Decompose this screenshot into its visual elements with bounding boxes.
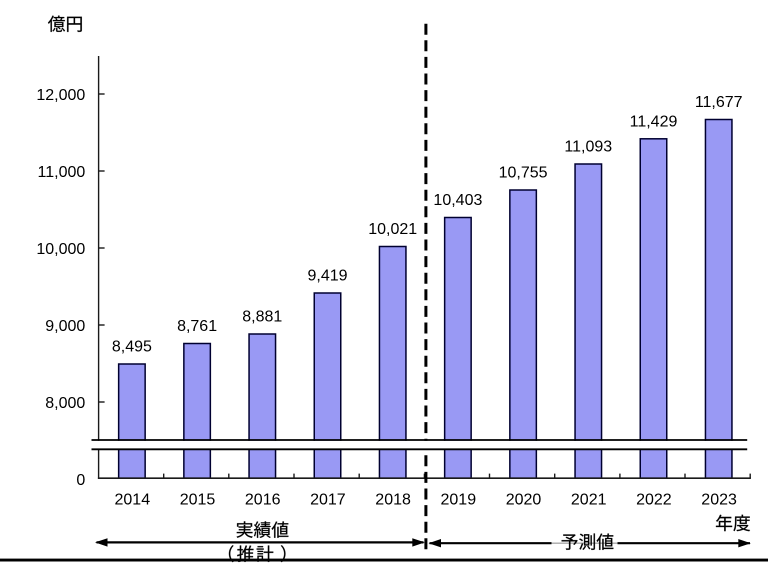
svg-text:2023: 2023 bbox=[701, 492, 737, 509]
svg-text:10,755: 10,755 bbox=[499, 165, 548, 182]
svg-text:10,021: 10,021 bbox=[368, 221, 417, 238]
svg-text:2014: 2014 bbox=[115, 492, 151, 509]
svg-text:8,495: 8,495 bbox=[112, 339, 152, 356]
svg-text:9,000: 9,000 bbox=[45, 318, 85, 335]
svg-text:11,429: 11,429 bbox=[630, 113, 678, 130]
svg-text:2022: 2022 bbox=[636, 492, 672, 509]
svg-text:11,000: 11,000 bbox=[38, 164, 86, 181]
svg-text:10,000: 10,000 bbox=[36, 241, 85, 258]
svg-text:0: 0 bbox=[76, 472, 85, 489]
svg-text:2020: 2020 bbox=[506, 492, 542, 509]
svg-text:10,403: 10,403 bbox=[433, 192, 482, 209]
svg-text:2016: 2016 bbox=[245, 492, 281, 509]
svg-text:2018: 2018 bbox=[375, 492, 411, 509]
svg-text:2017: 2017 bbox=[310, 492, 346, 509]
svg-text:9,419: 9,419 bbox=[307, 268, 347, 285]
svg-text:2019: 2019 bbox=[441, 492, 477, 509]
svg-text:8,881: 8,881 bbox=[242, 309, 282, 326]
svg-text:8,000: 8,000 bbox=[45, 395, 85, 412]
svg-text:11,093: 11,093 bbox=[564, 139, 612, 156]
svg-text:8,761: 8,761 bbox=[177, 318, 217, 335]
svg-text:2021: 2021 bbox=[571, 492, 607, 509]
svg-text:11,677: 11,677 bbox=[695, 94, 743, 111]
svg-text:2015: 2015 bbox=[180, 492, 216, 509]
svg-text:12,000: 12,000 bbox=[36, 87, 85, 104]
